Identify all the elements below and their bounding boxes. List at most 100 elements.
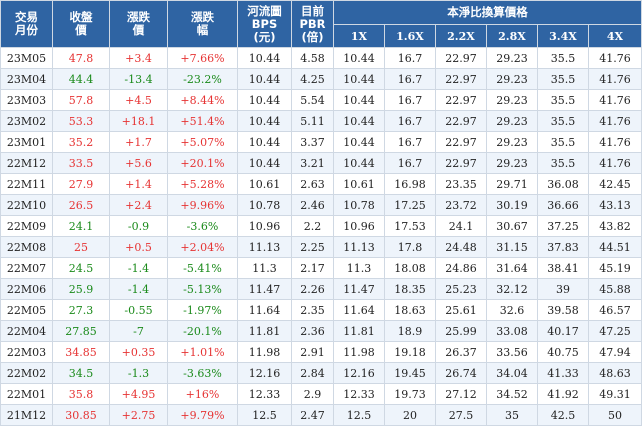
bps-cell: 11.3 (237, 257, 292, 279)
multiple-price-cell: 29.71 (486, 173, 538, 195)
multiple-price-cell: 18.9 (384, 320, 436, 342)
multiple-price-cell: 16.98 (384, 173, 436, 195)
multiple-price-cell: 46.57 (587, 299, 642, 321)
table-row: 23M04 44.4 -13.4 -23.2% 10.44 4.25 10.44 16.7 22… (0, 68, 642, 90)
multiple-price-cell: 10.44 (333, 68, 385, 90)
multiple-price-cell: 50 (587, 404, 642, 426)
bps-cell: 11.47 (237, 278, 292, 300)
close-cell: 57.8 (52, 89, 110, 111)
close-cell: 35.8 (52, 383, 110, 405)
header-change[interactable]: 漲跌 價 (109, 0, 168, 48)
header-multiple-4[interactable]: 3.4X (537, 24, 589, 48)
multiple-price-cell: 12.5 (333, 404, 385, 426)
multiple-price-cell: 35.5 (537, 131, 589, 153)
change-cell: -7 (109, 320, 168, 342)
header-month[interactable]: 交易 月份 (0, 0, 53, 48)
table-row: 22M04 27.85 -7 -20.1% 11.81 2.36 11.81 18.9 25.9… (0, 320, 642, 342)
header-multiple-3[interactable]: 2.8X (486, 24, 538, 48)
month-cell: 21M12 (0, 404, 53, 426)
header-bps[interactable]: 河流圖 BPS (元) (237, 0, 292, 48)
multiple-price-cell: 48.63 (587, 362, 642, 384)
month-cell: 23M03 (0, 89, 53, 111)
month-cell: 22M07 (0, 257, 53, 279)
multiple-price-cell: 24.1 (435, 215, 487, 237)
multiple-price-cell: 22.97 (435, 47, 487, 69)
table-row: 23M01 35.2 +1.7 +5.07% 10.44 3.37 10.44 16.7 22.… (0, 131, 642, 153)
multiple-price-cell: 38.41 (537, 257, 589, 279)
multiple-price-cell: 10.44 (333, 110, 385, 132)
change-cell: +4.95 (109, 383, 168, 405)
multiple-price-cell: 41.76 (587, 110, 642, 132)
multiple-price-cell: 42.5 (537, 404, 589, 426)
multiple-price-cell: 23.35 (435, 173, 487, 195)
header-pct[interactable]: 漲跌 幅 (167, 0, 238, 48)
multiple-price-cell: 22.97 (435, 131, 487, 153)
multiple-price-cell: 10.96 (333, 215, 385, 237)
multiple-price-cell: 35.5 (537, 68, 589, 90)
multiple-price-cell: 27.12 (435, 383, 487, 405)
month-cell: 23M05 (0, 47, 53, 69)
multiple-price-cell: 32.12 (486, 278, 538, 300)
table-row: 21M12 30.85 +2.75 +9.79% 12.5 2.47 12.5 20 27.5 3… (0, 404, 642, 426)
multiple-price-cell: 19.18 (384, 341, 436, 363)
multiple-price-cell: 10.44 (333, 89, 385, 111)
multiple-price-cell: 33.08 (486, 320, 538, 342)
multiple-price-cell: 22.97 (435, 89, 487, 111)
multiple-price-cell: 11.81 (333, 320, 385, 342)
multiple-price-cell: 37.83 (537, 236, 589, 258)
close-cell: 34.85 (52, 341, 110, 363)
change-cell: +18.1 (109, 110, 168, 132)
table-row: 22M06 25.9 -1.4 -5.13% 11.47 2.26 11.47 18.35 25… (0, 278, 642, 300)
bps-cell: 10.61 (237, 173, 292, 195)
multiple-price-cell: 35.5 (537, 47, 589, 69)
close-cell: 27.9 (52, 173, 110, 195)
bps-cell: 12.16 (237, 362, 292, 384)
change-cell: -0.9 (109, 215, 168, 237)
bps-cell: 11.13 (237, 236, 292, 258)
header-multiple-1[interactable]: 1.6X (384, 24, 436, 48)
month-cell: 22M12 (0, 152, 53, 174)
bps-cell: 10.44 (237, 131, 292, 153)
bps-cell: 10.44 (237, 152, 292, 174)
multiple-price-cell: 16.7 (384, 89, 436, 111)
header-multiple-0[interactable]: 1X (333, 24, 385, 48)
bps-cell: 10.44 (237, 110, 292, 132)
header-multiple-5[interactable]: 4X (587, 24, 642, 48)
pbr-cell: 2.26 (291, 278, 334, 300)
month-cell: 23M02 (0, 110, 53, 132)
multiple-price-cell: 10.44 (333, 152, 385, 174)
table-row: 23M02 53.3 +18.1 +51.4% 10.44 5.11 10.44 16.7 22… (0, 110, 642, 132)
multiple-price-cell: 18.35 (384, 278, 436, 300)
multiple-price-cell: 34.04 (486, 362, 538, 384)
header-multiple-2[interactable]: 2.2X (435, 24, 487, 48)
close-cell: 24.5 (52, 257, 110, 279)
pbr-cell: 5.54 (291, 89, 334, 111)
multiple-price-cell: 16.7 (384, 131, 436, 153)
change-cell: +2.4 (109, 194, 168, 216)
multiple-price-cell: 29.23 (486, 131, 538, 153)
multiple-price-cell: 29.23 (486, 47, 538, 69)
bps-cell: 10.78 (237, 194, 292, 216)
pct-cell: +9.79% (167, 404, 238, 426)
pbr-cell: 3.37 (291, 131, 334, 153)
pbr-cell: 3.21 (291, 152, 334, 174)
multiple-price-cell: 24.86 (435, 257, 487, 279)
multiple-price-cell: 11.64 (333, 299, 385, 321)
multiple-price-cell: 44.51 (587, 236, 642, 258)
pct-cell: +20.1% (167, 152, 238, 174)
header-pbr[interactable]: 目前 PBR (倍) (291, 0, 334, 48)
pct-cell: +1.01% (167, 341, 238, 363)
header-close[interactable]: 收盤 價 (52, 0, 110, 48)
close-cell: 25.9 (52, 278, 110, 300)
bps-cell: 11.81 (237, 320, 292, 342)
change-cell: -1.4 (109, 257, 168, 279)
month-cell: 23M01 (0, 131, 53, 153)
header-close-label: 收盤 價 (69, 10, 93, 37)
month-cell: 22M08 (0, 236, 53, 258)
bps-cell: 10.44 (237, 68, 292, 90)
table-row: 22M03 34.85 +0.35 +1.01% 11.98 2.91 11.98 19.18… (0, 341, 642, 363)
close-cell: 27.3 (52, 299, 110, 321)
multiple-price-cell: 41.33 (537, 362, 589, 384)
month-cell: 22M04 (0, 320, 53, 342)
multiple-price-cell: 10.61 (333, 173, 385, 195)
